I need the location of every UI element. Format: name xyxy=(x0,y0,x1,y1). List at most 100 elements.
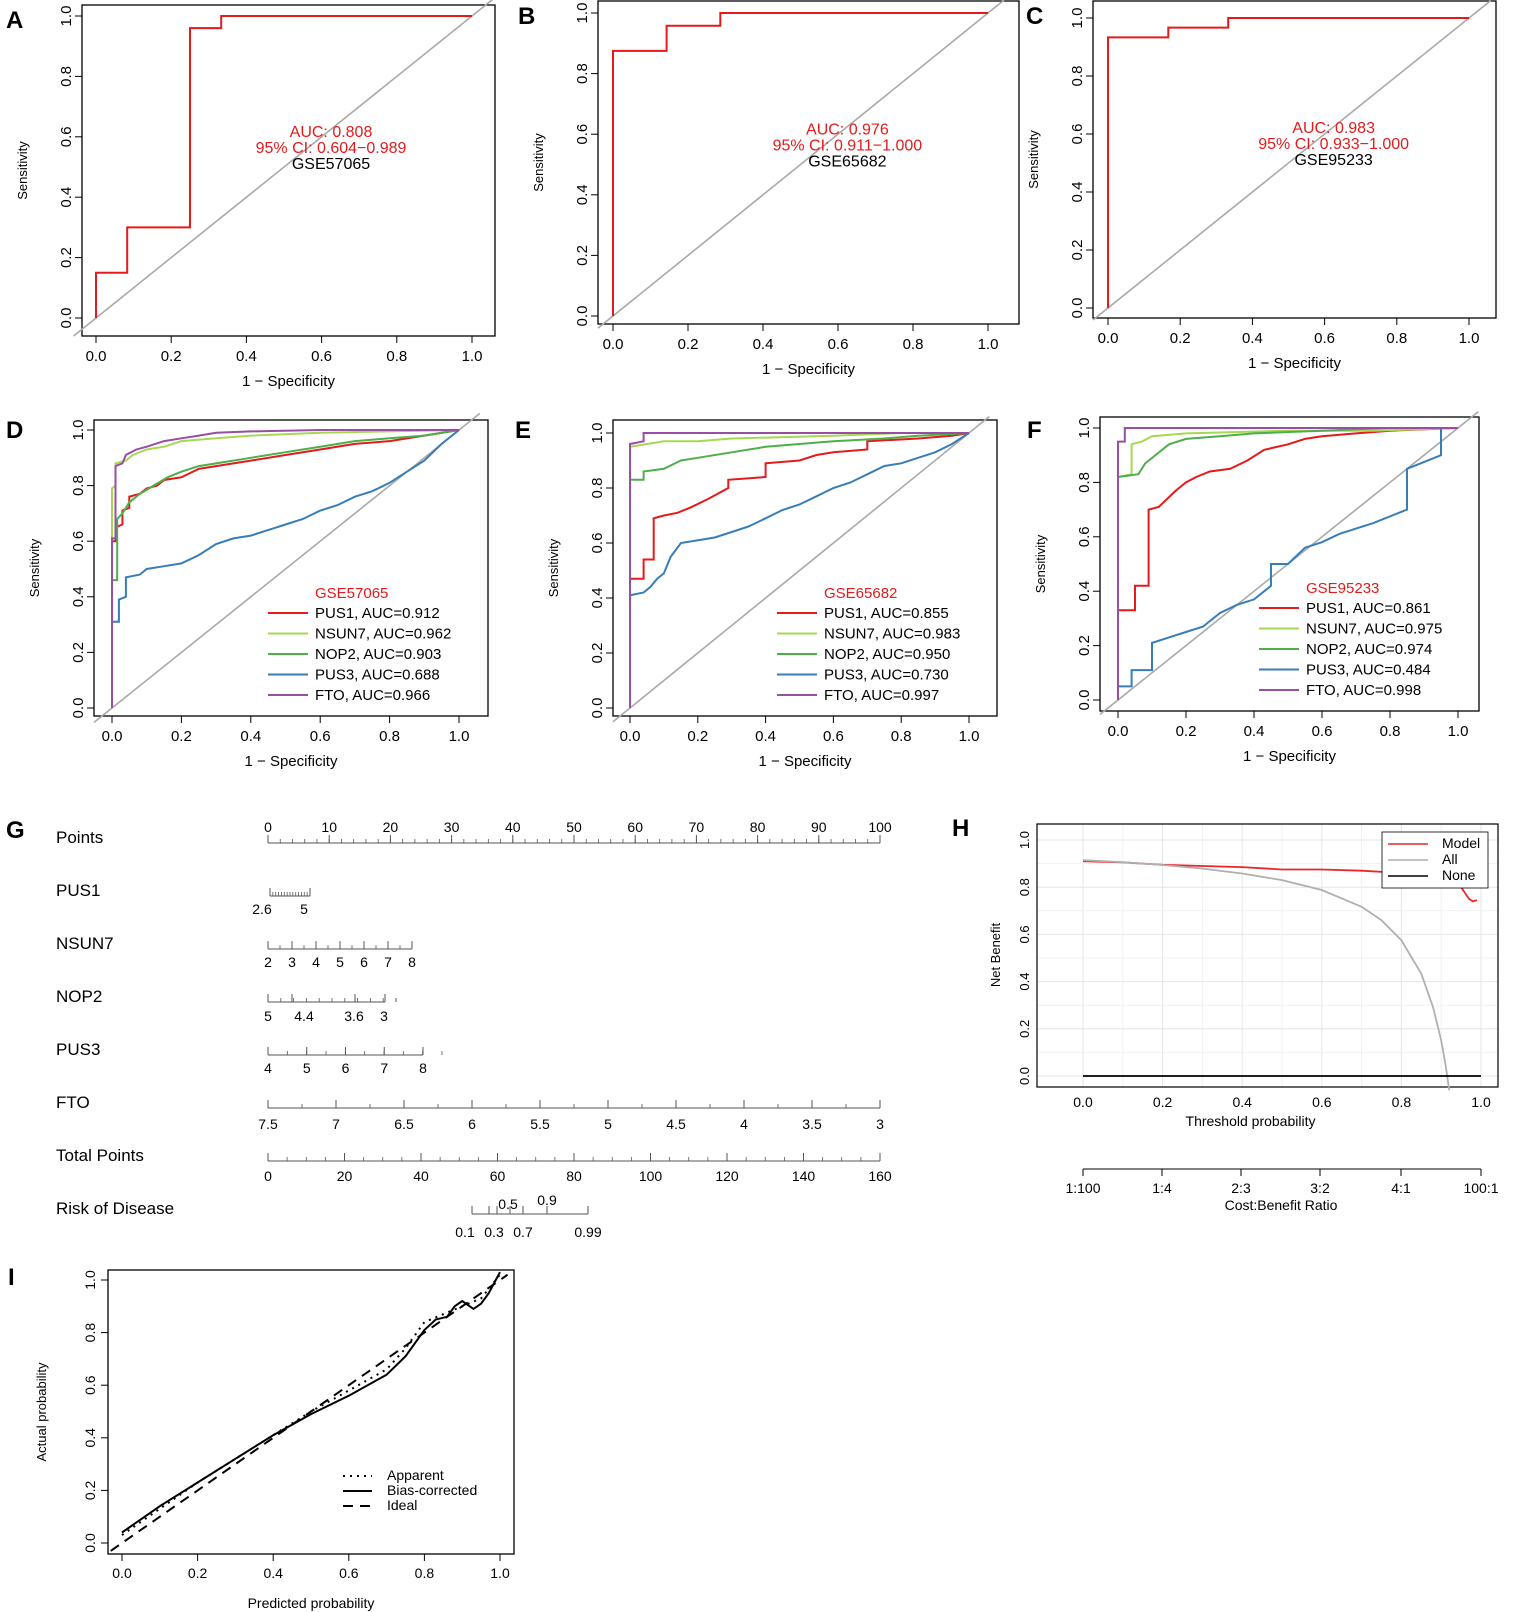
x-tick-label: 0.8 xyxy=(1386,330,1407,347)
y-tick-label: 0.6 xyxy=(82,1375,98,1395)
y-axis-title: Actual probability xyxy=(34,1362,49,1461)
x-tick-label: 0.6 xyxy=(1312,723,1333,740)
nomogram-tick-label: 80 xyxy=(750,819,766,835)
roc-curve-3 xyxy=(629,432,970,708)
legend-entry: PUS3, AUC=0.730 xyxy=(824,667,949,684)
y-tick-label: 0.8 xyxy=(1076,472,1093,493)
nomogram-tick-label: 5 xyxy=(264,1008,272,1024)
y-tick-label: 0.0 xyxy=(70,698,87,719)
y-tick-label: 0.2 xyxy=(82,1480,98,1500)
secondary-tick-label: 1:100 xyxy=(1065,1180,1100,1196)
x-axis-title: 1 − Specificity xyxy=(1248,355,1341,372)
y-tick-label: 0.8 xyxy=(574,63,591,84)
y-tick-label: 0.0 xyxy=(82,1533,98,1553)
nomogram-row-label: PUS3 xyxy=(56,1040,100,1059)
x-tick-label: 0.2 xyxy=(678,336,699,353)
nomogram-tick-label: 3.6 xyxy=(344,1008,364,1024)
roc-chart-e: 0.0 0.2 0.4 0.6 0.8 1.0 0.0 0.2 0.4 0.6 0.8 1.0 1 − … xyxy=(546,415,998,770)
y-tick-label: 0.6 xyxy=(70,531,87,552)
nomogram-row-label: PUS1 xyxy=(56,881,100,900)
y-tick-label: 0.8 xyxy=(1069,66,1086,87)
y-tick-label: 0.4 xyxy=(1017,973,1032,991)
y-tick-label: 1.0 xyxy=(574,3,591,24)
y-tick-label: 1.0 xyxy=(1076,418,1093,439)
panel-letter: I xyxy=(8,1264,15,1291)
x-axis-title: 1 − Specificity xyxy=(762,361,855,378)
nomogram-tick-label: 20 xyxy=(383,819,399,835)
y-tick-label: 0.2 xyxy=(1069,240,1086,261)
y-tick-label: 1.0 xyxy=(58,6,75,27)
x-tick-label: 0.0 xyxy=(112,1565,132,1581)
x-tick-label: 0.4 xyxy=(1232,1094,1252,1110)
roc-chart-d: 0.0 0.2 0.4 0.6 0.8 1.0 0.0 0.2 0.4 0.6 0.8 1.0 1 − … xyxy=(27,412,489,770)
x-tick-label: 0.4 xyxy=(1244,723,1265,740)
roc-curve-1 xyxy=(629,432,970,708)
nomogram-tick-label: 2.6 xyxy=(252,901,272,917)
nomogram-tick-label: 4.5 xyxy=(666,1116,686,1132)
nomogram-tick-label: 0.99 xyxy=(574,1224,601,1240)
nomogram-tick-label: 6 xyxy=(342,1060,350,1076)
x-tick-label: 0.4 xyxy=(263,1565,283,1581)
x-tick-label: 0.6 xyxy=(1314,330,1335,347)
x-tick-label: 0.0 xyxy=(1073,1094,1093,1110)
nomogram-tick-label: 5 xyxy=(336,954,344,970)
diagonal-reference-line xyxy=(597,0,1006,329)
nomogram-tick-label: 2 xyxy=(264,954,272,970)
y-tick-label: 0.2 xyxy=(574,245,591,266)
nomogram-tick-label: 4 xyxy=(312,954,320,970)
x-tick-label: 0.6 xyxy=(828,336,849,353)
nomogram-row-label: NSUN7 xyxy=(56,934,114,953)
panel-letter: G xyxy=(6,817,25,844)
x-tick-label: 0.2 xyxy=(188,1565,208,1581)
nomogram-tick-label: 4 xyxy=(740,1116,748,1132)
y-tick-label: 0.4 xyxy=(589,588,606,609)
diagonal-reference-line xyxy=(73,0,494,337)
nomogram-tick-label: 50 xyxy=(566,819,582,835)
panel-letter: C xyxy=(1026,3,1043,30)
x-tick-label: 1.0 xyxy=(449,728,470,745)
nomogram-row-label: Points xyxy=(56,828,103,847)
ci-annotation: 95% CI: 0.911−1.000 xyxy=(773,138,923,155)
nomogram-tick-label: 7 xyxy=(384,954,392,970)
y-tick-label: 0.6 xyxy=(1076,526,1093,547)
y-tick-label: 1.0 xyxy=(589,423,606,444)
nomogram-tick-label: 120 xyxy=(715,1168,739,1184)
y-tick-label: 1.0 xyxy=(1069,8,1086,29)
y-tick-label: 0.8 xyxy=(1017,878,1032,896)
secondary-axis-title: Cost:Benefit Ratio xyxy=(1225,1197,1338,1213)
y-tick-label: 1.0 xyxy=(70,420,87,441)
diagonal-reference-line xyxy=(612,415,990,723)
nomogram-tick-label: 60 xyxy=(627,819,643,835)
calibration-chart: 0.0 0.2 0.4 0.6 0.8 1.0 0.0 0.2 0.4 0.6 0.8 1.0 Pred… xyxy=(34,1269,515,1611)
decision-curve-chart: 0.0 0.2 0.4 0.6 0.8 1.0 0.0 0.2 0.4 0.6 0.8 1.0 Thre… xyxy=(988,823,1499,1213)
roc-curve-1 xyxy=(612,12,988,316)
nomogram-tick-label: 40 xyxy=(413,1168,429,1184)
plot-frame xyxy=(93,419,489,717)
ci-annotation: 95% CI: 0.933−1.000 xyxy=(1258,136,1409,153)
x-tick-label: 0.4 xyxy=(236,348,257,365)
roc-chart-b: 0.0 0.2 0.4 0.6 0.8 1.0 0.0 0.2 0.4 0.6 0.8 1.0 1 − … xyxy=(531,0,1020,378)
roc-curve-4 xyxy=(1117,427,1458,700)
legend-entry: FTO, AUC=0.997 xyxy=(824,687,939,704)
nomogram-tick-label: 6 xyxy=(360,954,368,970)
panel-letter: F xyxy=(1027,417,1042,444)
legend-entry: PUS1, AUC=0.912 xyxy=(315,605,440,622)
legend-entry: NOP2, AUC=0.950 xyxy=(824,646,950,663)
x-tick-label: 0.0 xyxy=(620,728,641,745)
x-tick-label: 0.2 xyxy=(1170,330,1191,347)
legend-entry: NOP2, AUC=0.903 xyxy=(315,646,441,663)
legend-entry: FTO, AUC=0.966 xyxy=(315,687,430,704)
panel-letter: D xyxy=(6,417,23,444)
x-axis-title: 1 − Specificity xyxy=(1243,748,1336,765)
x-tick-label: 0.8 xyxy=(379,728,400,745)
panel-letter: E xyxy=(515,417,531,444)
nomogram-tick-label: 5 xyxy=(604,1116,612,1132)
secondary-tick-label: 4:1 xyxy=(1391,1180,1411,1196)
roc-chart-c: 0.0 0.2 0.4 0.6 0.8 1.0 0.0 0.2 0.4 0.6 0.8 1.0 1 − … xyxy=(1026,0,1497,372)
legend-title: GSE65682 xyxy=(824,585,897,602)
y-tick-label: 0.4 xyxy=(574,184,591,205)
roc-chart-a: 0.0 0.2 0.4 0.6 0.8 1.0 0.0 0.2 0.4 0.6 0.8 1.0 1 − … xyxy=(15,0,496,390)
x-tick-label: 0.8 xyxy=(891,728,912,745)
curve-all xyxy=(1082,859,1451,1091)
panel-letter: B xyxy=(518,3,535,30)
